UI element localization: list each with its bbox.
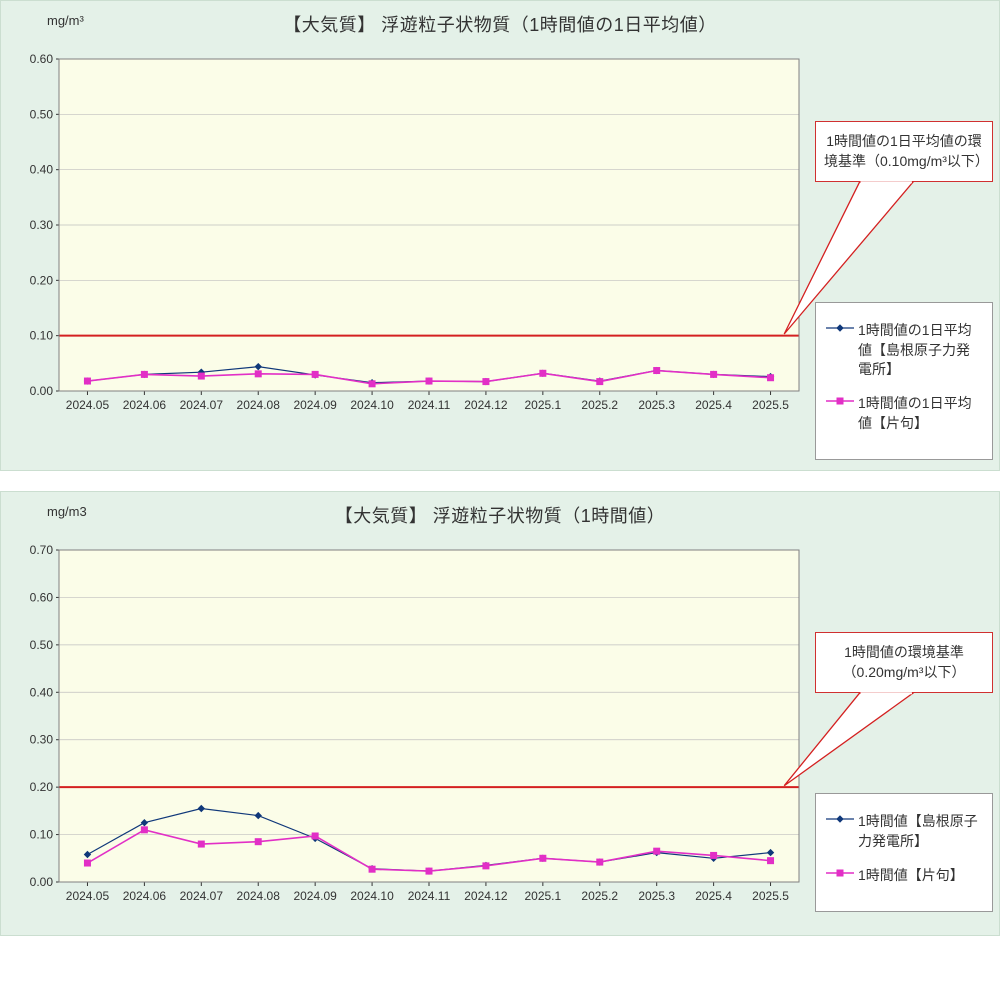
chart1-y-unit: mg/m³ xyxy=(47,13,84,28)
svg-text:0.00: 0.00 xyxy=(30,384,54,398)
chart1-legend: 1時間値の1日平均値【島根原子力発電所】 1時間値の1日平均値【片句】 xyxy=(815,302,993,460)
chart1-legend-label-0: 1時間値の1日平均値【島根原子力発電所】 xyxy=(858,321,982,380)
svg-text:2024.10: 2024.10 xyxy=(350,398,394,412)
svg-text:2024.06: 2024.06 xyxy=(123,889,167,903)
chart2-plot-wrap: 0.00 0.10 0.20 0.30 0.40 0.50 0.60 0.70 2024.05 2… xyxy=(7,532,809,925)
svg-text:2024.05: 2024.05 xyxy=(66,889,110,903)
chart1-row: 0.00 0.10 0.20 0.30 0.40 0.50 0.60 2024.05 2024.… xyxy=(7,41,993,460)
svg-text:2025.3: 2025.3 xyxy=(638,889,675,903)
chart1-title: 【大気質】 浮遊粒子状物質（1時間値の1日平均値） xyxy=(7,11,993,37)
svg-text:2024.09: 2024.09 xyxy=(293,398,337,412)
chart1-panel: 【大気質】 浮遊粒子状物質（1時間値の1日平均値） mg/m³ 0.00 0.10… xyxy=(0,0,1000,471)
svg-text:2025.2: 2025.2 xyxy=(581,398,618,412)
svg-text:2024.11: 2024.11 xyxy=(408,398,451,412)
chart2-legend-label-0: 1時間値【島根原子力発電所】 xyxy=(858,812,982,851)
svg-text:2025.1: 2025.1 xyxy=(524,889,561,903)
chart1-legend-label-1: 1時間値の1日平均値【片句】 xyxy=(858,394,982,433)
chart1-svg: 0.00 0.10 0.20 0.30 0.40 0.50 0.60 2024.05 2024.… xyxy=(7,41,809,431)
chart2-legend-item-1: 1時間値【片句】 xyxy=(826,866,982,886)
svg-text:2024.09: 2024.09 xyxy=(293,889,337,903)
svg-text:0.30: 0.30 xyxy=(30,733,54,747)
chart1-legend-item-1: 1時間値の1日平均値【片句】 xyxy=(826,394,982,433)
chart2-title: 【大気質】 浮遊粒子状物質（1時間値） xyxy=(7,502,993,528)
chart2-legend-label-1: 1時間値【片句】 xyxy=(858,866,964,886)
svg-text:0.50: 0.50 xyxy=(30,638,54,652)
chart1-legend-col: 1時間値の1日平均値の環境基準（0.10mg/m³以下） 1時間値の1日平均値【… xyxy=(809,41,993,460)
chart2-threshold-callout: 1時間値の環境基準（0.20mg/m³以下） xyxy=(815,632,993,693)
svg-text:0.00: 0.00 xyxy=(30,875,54,889)
chart1-legend-swatch-1 xyxy=(826,394,854,408)
svg-text:0.10: 0.10 xyxy=(30,828,54,842)
svg-text:2024.05: 2024.05 xyxy=(66,398,110,412)
svg-text:2025.2: 2025.2 xyxy=(581,889,618,903)
svg-text:2024.11: 2024.11 xyxy=(408,889,451,903)
svg-text:0.30: 0.30 xyxy=(30,218,54,232)
svg-text:0.50: 0.50 xyxy=(30,107,54,121)
svg-text:2024.10: 2024.10 xyxy=(350,889,394,903)
svg-text:2025.3: 2025.3 xyxy=(638,398,675,412)
chart2-row: 0.00 0.10 0.20 0.30 0.40 0.50 0.60 0.70 2024.05 2… xyxy=(7,532,993,925)
svg-text:2024.06: 2024.06 xyxy=(123,398,167,412)
svg-text:0.40: 0.40 xyxy=(30,163,54,177)
chart1-legend-swatch-0 xyxy=(826,321,854,335)
svg-text:2025.5: 2025.5 xyxy=(752,398,789,412)
svg-text:2024.07: 2024.07 xyxy=(180,398,224,412)
svg-text:2025.4: 2025.4 xyxy=(695,398,732,412)
svg-text:0.20: 0.20 xyxy=(30,780,54,794)
svg-text:2024.12: 2024.12 xyxy=(464,889,508,903)
svg-text:2025.4: 2025.4 xyxy=(695,889,732,903)
chart2-legend-col: 1時間値の環境基準（0.20mg/m³以下） 1時間値【島根原子力発電所】 1時… xyxy=(809,532,993,912)
svg-text:0.10: 0.10 xyxy=(30,329,54,343)
chart2-svg: 0.00 0.10 0.20 0.30 0.40 0.50 0.60 0.70 2024.05 2… xyxy=(7,532,809,922)
svg-text:0.60: 0.60 xyxy=(30,52,54,66)
chart1-threshold-label: 1時間値の1日平均値の環境基準（0.10mg/m³以下） xyxy=(824,133,989,169)
chart2-y-unit: mg/m3 xyxy=(47,504,87,519)
svg-text:2024.08: 2024.08 xyxy=(237,889,281,903)
chart2-panel: 【大気質】 浮遊粒子状物質（1時間値） mg/m3 0.000.100.200.… xyxy=(0,491,1000,936)
chart2-legend-swatch-0 xyxy=(826,812,854,826)
chart2-threshold-label: 1時間値の環境基準（0.20mg/m³以下） xyxy=(843,644,966,680)
svg-text:2024.12: 2024.12 xyxy=(464,398,508,412)
chart2-legend: 1時間値【島根原子力発電所】 1時間値【片句】 xyxy=(815,793,993,912)
svg-text:0.20: 0.20 xyxy=(30,273,54,287)
svg-text:0.40: 0.40 xyxy=(30,685,54,699)
svg-text:2025.5: 2025.5 xyxy=(752,889,789,903)
svg-text:2025.1: 2025.1 xyxy=(524,398,561,412)
svg-text:2024.07: 2024.07 xyxy=(180,889,224,903)
svg-text:0.70: 0.70 xyxy=(30,543,54,557)
chart1-threshold-callout: 1時間値の1日平均値の環境基準（0.10mg/m³以下） xyxy=(815,121,993,182)
chart2-legend-swatch-1 xyxy=(826,866,854,880)
svg-text:0.60: 0.60 xyxy=(30,591,54,605)
chart1-plot-wrap: 0.00 0.10 0.20 0.30 0.40 0.50 0.60 2024.05 2024.… xyxy=(7,41,809,434)
chart1-legend-item-0: 1時間値の1日平均値【島根原子力発電所】 xyxy=(826,321,982,380)
chart2-legend-item-0: 1時間値【島根原子力発電所】 xyxy=(826,812,982,851)
page: 【大気質】 浮遊粒子状物質（1時間値の1日平均値） mg/m³ 0.00 0.10… xyxy=(0,0,1000,936)
svg-text:2024.08: 2024.08 xyxy=(237,398,281,412)
